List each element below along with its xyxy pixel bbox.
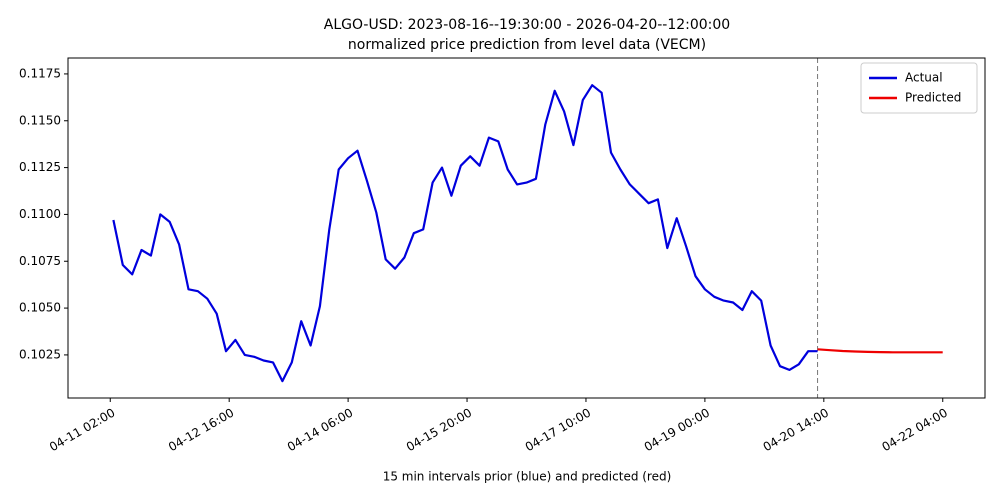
x-tick-label: 04-12 16:00 <box>166 406 236 455</box>
chart-title: ALGO-USD: 2023-08-16--19:30:00 - 2026-04… <box>324 17 730 33</box>
y-tick-label: 0.1175 <box>19 66 61 80</box>
y-tick-label: 0.1050 <box>19 301 61 315</box>
x-tick-label: 04-22 04:00 <box>880 406 950 455</box>
series-line <box>817 348 943 354</box>
chart-subtitle: normalized price prediction from level d… <box>348 37 706 53</box>
legend-box <box>860 62 978 114</box>
x-axis-label: 15 min intervals prior (blue) and predic… <box>383 470 672 484</box>
legend-label: Actual <box>905 71 943 85</box>
y-tick-label: 0.1125 <box>19 160 61 174</box>
series-line <box>112 84 818 383</box>
x-tick-label: 04-19 00:00 <box>642 406 712 455</box>
x-tick-label: 04-15 20:00 <box>404 406 474 455</box>
x-tick-label: 04-11 02:00 <box>47 406 117 455</box>
y-tick-label: 0.1150 <box>19 113 61 127</box>
legend-label: Predicted <box>905 91 961 105</box>
plot-frame <box>67 57 986 399</box>
x-tick-label: 04-17 10:00 <box>523 406 593 455</box>
y-tick-label: 0.1025 <box>19 347 61 361</box>
x-tick-label: 04-20 14:00 <box>761 406 831 455</box>
y-tick-label: 0.1100 <box>19 207 61 221</box>
y-tick-label: 0.1075 <box>19 254 61 268</box>
x-tick-label: 04-14 06:00 <box>285 406 355 455</box>
